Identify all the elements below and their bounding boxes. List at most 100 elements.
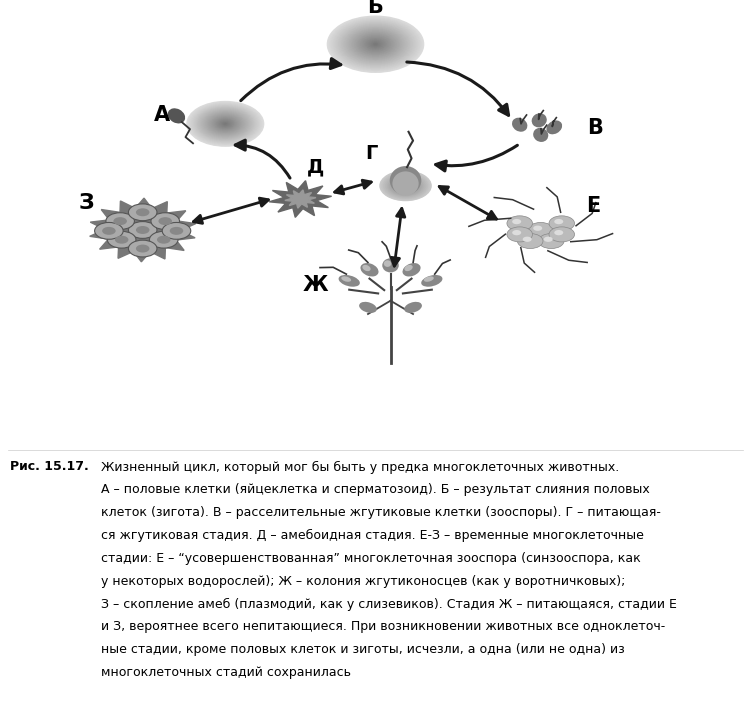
Circle shape	[383, 173, 428, 199]
Circle shape	[372, 42, 379, 46]
Circle shape	[388, 176, 423, 196]
Circle shape	[523, 237, 532, 242]
Circle shape	[106, 213, 134, 230]
Circle shape	[394, 179, 418, 193]
Circle shape	[327, 15, 424, 73]
Circle shape	[170, 227, 183, 235]
Text: З – скопление амеб (плазмодий, как у слизевиков). Стадия Ж – питающаяся, стадии : З – скопление амеб (плазмодий, как у сли…	[101, 597, 677, 611]
Circle shape	[336, 21, 415, 67]
Circle shape	[149, 231, 178, 248]
Circle shape	[382, 172, 430, 199]
Circle shape	[343, 25, 408, 63]
Circle shape	[403, 184, 409, 187]
Circle shape	[397, 180, 414, 191]
Circle shape	[333, 19, 418, 69]
Circle shape	[215, 118, 236, 130]
Ellipse shape	[359, 302, 377, 313]
Circle shape	[204, 111, 247, 137]
Circle shape	[538, 234, 564, 249]
Ellipse shape	[390, 166, 421, 195]
Circle shape	[339, 23, 412, 65]
Text: З: З	[79, 192, 94, 213]
Circle shape	[189, 102, 261, 145]
Circle shape	[353, 31, 398, 58]
Circle shape	[348, 28, 403, 60]
Ellipse shape	[403, 263, 421, 277]
Ellipse shape	[421, 275, 442, 286]
Circle shape	[346, 27, 405, 62]
Circle shape	[330, 18, 421, 71]
Circle shape	[338, 22, 413, 66]
Circle shape	[222, 121, 229, 126]
Circle shape	[189, 102, 262, 145]
Circle shape	[351, 30, 400, 58]
Circle shape	[401, 183, 410, 188]
Circle shape	[204, 112, 246, 136]
Circle shape	[162, 223, 191, 239]
Circle shape	[374, 44, 377, 45]
Text: у некоторых водорослей); Ж – колония жгутиконосцев (как у воротничковых);: у некоторых водорослей); Ж – колония жгу…	[101, 575, 626, 588]
Polygon shape	[285, 190, 316, 208]
Circle shape	[393, 178, 418, 193]
Text: Г: Г	[366, 145, 378, 164]
Circle shape	[397, 180, 415, 191]
Circle shape	[364, 37, 387, 51]
Circle shape	[337, 22, 414, 67]
Circle shape	[340, 24, 411, 65]
Circle shape	[347, 27, 404, 61]
Circle shape	[95, 223, 123, 239]
Circle shape	[329, 17, 422, 72]
Circle shape	[195, 107, 255, 141]
Ellipse shape	[341, 277, 351, 282]
Circle shape	[193, 105, 258, 143]
Circle shape	[209, 114, 242, 133]
Circle shape	[219, 120, 231, 128]
Ellipse shape	[393, 171, 419, 196]
Circle shape	[210, 115, 240, 133]
Circle shape	[208, 114, 243, 134]
Circle shape	[388, 175, 424, 197]
Text: клеток (зигота). В – расселительные жгутиковые клетки (зооспоры). Г – питающая-: клеток (зигота). В – расселительные жгут…	[101, 506, 662, 519]
Ellipse shape	[167, 108, 185, 124]
Circle shape	[336, 21, 415, 67]
Circle shape	[507, 216, 532, 231]
Text: А: А	[153, 105, 170, 125]
Circle shape	[128, 240, 157, 257]
Circle shape	[190, 103, 261, 145]
Circle shape	[213, 117, 237, 131]
Circle shape	[333, 20, 418, 69]
Circle shape	[384, 173, 427, 199]
Text: Е: Е	[587, 196, 600, 216]
Text: стадии: Е – “усовершенствованная” многоклеточная зооспора (синзооспора, как: стадии: Е – “усовершенствованная” многок…	[101, 552, 641, 565]
Circle shape	[213, 117, 238, 131]
Circle shape	[350, 29, 401, 59]
Text: ные стадии, кроме половых клеток и зиготы, исчезли, а одна (или не одна) из: ные стадии, кроме половых клеток и зигот…	[101, 643, 625, 656]
Circle shape	[200, 109, 251, 139]
Circle shape	[549, 216, 575, 231]
Circle shape	[212, 116, 239, 132]
Circle shape	[404, 185, 407, 187]
Circle shape	[405, 185, 406, 186]
Circle shape	[355, 32, 396, 56]
Circle shape	[136, 244, 149, 253]
Circle shape	[214, 117, 237, 131]
Circle shape	[360, 35, 391, 53]
Circle shape	[342, 24, 410, 65]
Circle shape	[507, 227, 532, 242]
Text: многоклеточных стадий сохранилась: многоклеточных стадий сохранилась	[101, 666, 351, 679]
Circle shape	[201, 109, 250, 138]
Ellipse shape	[382, 258, 399, 272]
Circle shape	[198, 107, 253, 140]
Text: и З, вероятнее всего непитающиеся. При возникновении животных все одноклеточ-: и З, вероятнее всего непитающиеся. При в…	[101, 621, 665, 633]
Circle shape	[387, 175, 424, 197]
Ellipse shape	[339, 275, 360, 286]
Circle shape	[330, 18, 421, 71]
Circle shape	[222, 122, 228, 126]
Circle shape	[128, 222, 157, 239]
Circle shape	[379, 171, 432, 201]
Circle shape	[395, 180, 416, 192]
Circle shape	[367, 39, 384, 49]
Circle shape	[356, 33, 395, 55]
Circle shape	[188, 102, 263, 146]
Circle shape	[389, 176, 422, 195]
